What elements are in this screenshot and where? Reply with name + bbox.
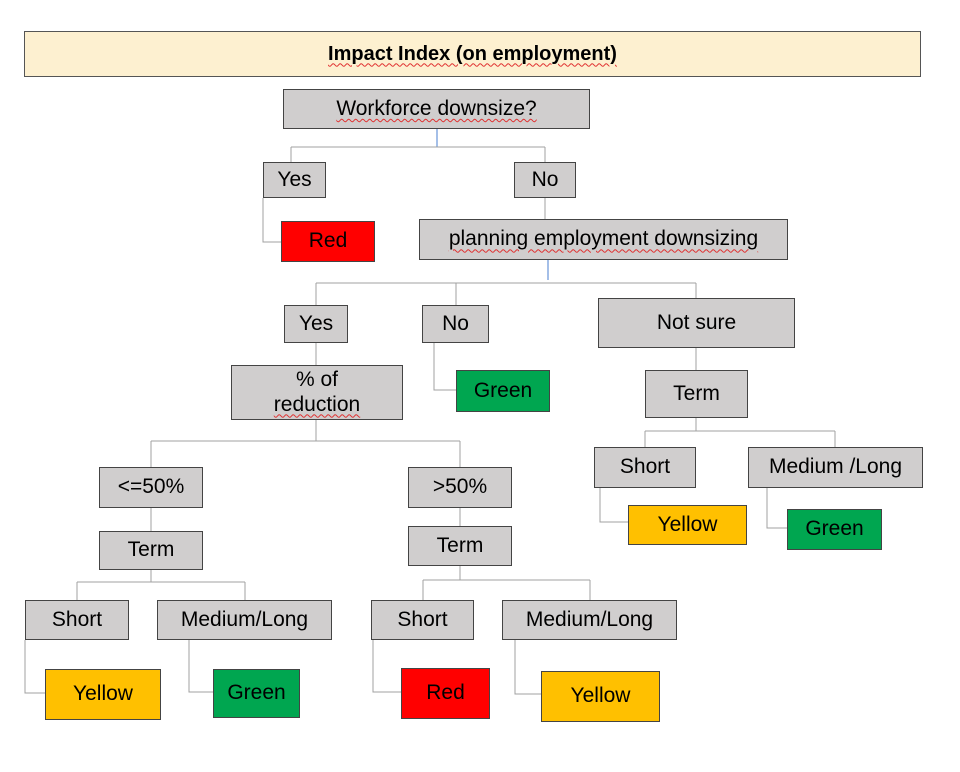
node-percent-reduction-line1: % of — [295, 368, 339, 392]
node-short-gt50-label: Short — [397, 607, 448, 631]
node-green-le50-label: Green — [227, 681, 286, 705]
node-medium-long-le50: Medium/Long — [157, 600, 332, 640]
node-green-not-sure-label: Green — [805, 517, 864, 541]
node-red-gt50: Red — [401, 668, 490, 719]
node-le50: <=50% — [99, 467, 203, 508]
node-planning: planning employment downsizing — [419, 219, 788, 260]
node-medium-long-gt50: Medium/Long — [502, 600, 677, 640]
node-term-gt50: Term — [408, 526, 512, 566]
diagram-title-box: Impact Index (on employment) — [24, 31, 921, 77]
node-yellow-not-sure-label: Yellow — [657, 512, 718, 536]
node-yellow-not-sure: Yellow — [628, 505, 747, 545]
node-green-not-sure: Green — [787, 509, 882, 550]
node-no-1-label: No — [531, 167, 559, 191]
node-yellow-gt50-label: Yellow — [570, 684, 631, 708]
node-workforce-downsize-label: Workforce downsize? — [336, 96, 537, 120]
node-short-le50: Short — [25, 600, 129, 640]
node-term-gt50-label: Term — [436, 533, 484, 557]
node-yellow-le50-label: Yellow — [73, 682, 133, 706]
node-medium-long-not-sure: Medium /Long — [748, 447, 923, 488]
node-yes-1-label: Yes — [277, 167, 312, 191]
node-short-not-sure: Short — [594, 447, 696, 488]
node-percent-reduction: % of reduction — [231, 365, 403, 420]
node-le50-label: <=50% — [117, 475, 185, 499]
node-short-le50-label: Short — [51, 607, 103, 631]
node-gt50: >50% — [408, 467, 512, 508]
node-green-le50: Green — [213, 669, 300, 718]
node-red-1: Red — [281, 221, 375, 262]
node-yes-2-label: Yes — [298, 311, 334, 335]
diagram-title: Impact Index (on employment) — [328, 42, 617, 65]
node-term-not-sure-label: Term — [673, 381, 720, 405]
node-no-2-label: No — [442, 311, 469, 335]
node-green-1: Green — [456, 370, 550, 412]
node-green-1-label: Green — [473, 378, 533, 402]
node-yellow-gt50: Yellow — [541, 671, 660, 722]
node-not-sure-label: Not sure — [656, 310, 737, 334]
node-medium-long-not-sure-label: Medium /Long — [768, 455, 903, 479]
node-term-not-sure: Term — [645, 370, 748, 418]
node-yes-1: Yes — [263, 162, 326, 198]
node-planning-label: planning employment downsizing — [448, 227, 759, 251]
node-red-gt50-label: Red — [426, 681, 465, 705]
node-no-1: No — [514, 162, 576, 198]
node-term-le50: Term — [99, 531, 203, 570]
node-yes-2: Yes — [284, 305, 348, 343]
node-short-gt50: Short — [371, 600, 474, 640]
node-short-not-sure-label: Short — [619, 455, 671, 479]
node-medium-long-le50-label: Medium/Long — [180, 607, 309, 631]
node-workforce-downsize: Workforce downsize? — [283, 89, 590, 129]
node-red-1-label: Red — [308, 229, 348, 253]
node-not-sure: Not sure — [598, 298, 795, 348]
node-yellow-le50: Yellow — [45, 669, 161, 720]
node-medium-long-gt50-label: Medium/Long — [525, 607, 654, 631]
node-gt50-label: >50% — [432, 475, 488, 499]
node-percent-reduction-line2: reduction — [273, 392, 361, 416]
node-term-le50-label: Term — [127, 538, 175, 562]
node-no-2: No — [422, 305, 489, 343]
